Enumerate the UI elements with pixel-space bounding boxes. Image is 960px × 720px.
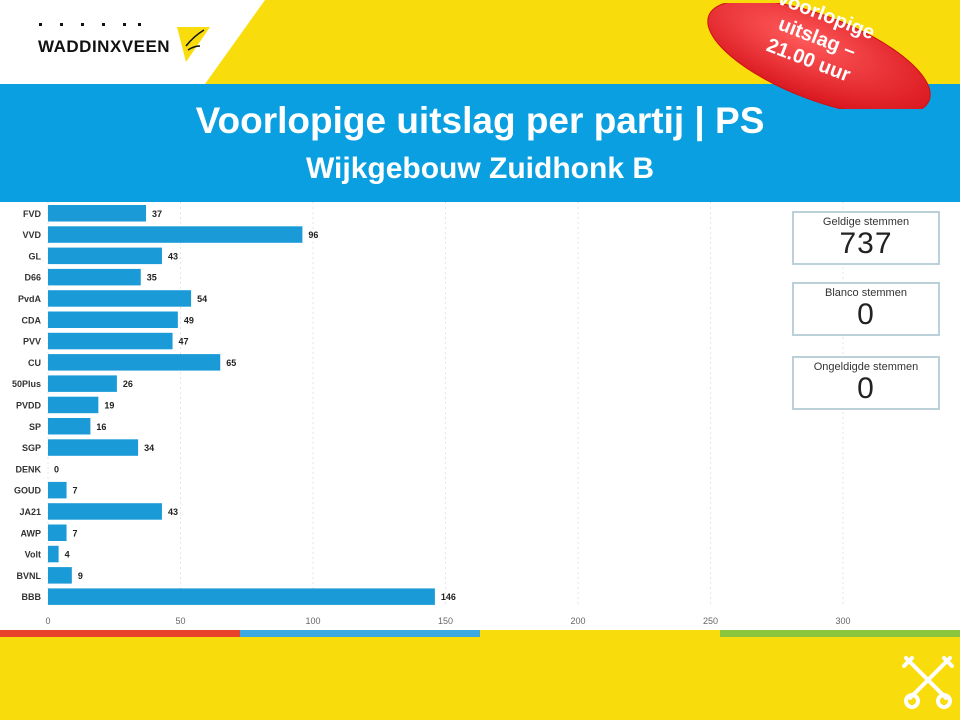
page-title: Voorlopige uitslag per partij | PS — [195, 100, 765, 141]
category-label: D66 — [24, 273, 41, 283]
valid-votes-label: Geldige stemmen — [822, 216, 910, 228]
bar — [48, 418, 91, 435]
party-results-bar-chart: 0 50 100 150 200 250 300 FVD 37 VVD 96 GL 43 D66 35 Pvd… — [12, 202, 851, 626]
bar — [48, 247, 162, 265]
value-label: 96 — [308, 230, 318, 240]
waddinxveen-logo-icon — [39, 23, 210, 62]
bar — [48, 226, 303, 243]
x-tick-label: 0 — [45, 616, 50, 626]
bar — [48, 567, 72, 584]
valid-votes-value: 737 — [839, 227, 893, 260]
bar — [48, 481, 67, 499]
value-label: 43 — [168, 251, 178, 261]
stripe-blue — [240, 630, 480, 637]
preliminary-stamp-badge — [707, 3, 931, 109]
x-tick-label: 100 — [305, 616, 320, 626]
value-label: 43 — [168, 507, 178, 517]
invalid-votes-card: Ongeldigde stemmen 0 — [792, 356, 940, 410]
value-label: 9 — [78, 571, 83, 581]
value-label: 65 — [226, 358, 236, 368]
category-label: PVV — [23, 337, 41, 347]
value-label: 37 — [152, 209, 162, 219]
value-label: 47 — [179, 337, 189, 347]
category-label: GL — [29, 251, 42, 261]
x-tick-label: 50 — [175, 616, 185, 626]
category-label: JA21 — [19, 507, 41, 517]
stripe-yellow — [480, 630, 720, 637]
category-label: 50Plus — [12, 379, 41, 389]
page-subtitle: Wijkgebouw Zuidhonk B — [305, 152, 655, 185]
category-label: BVNL — [17, 571, 42, 581]
blank-votes-value: 0 — [857, 298, 875, 331]
value-label: 19 — [104, 400, 114, 410]
header-band — [0, 84, 960, 202]
bar — [48, 205, 147, 222]
category-label: DENK — [15, 464, 41, 474]
category-label: PvdA — [18, 294, 42, 304]
value-label: 146 — [441, 592, 456, 602]
value-label: 7 — [73, 486, 78, 496]
logo-white-panel — [0, 0, 265, 84]
category-label: GOUD — [14, 486, 42, 496]
bar — [48, 268, 141, 286]
value-label: 26 — [123, 379, 133, 389]
value-label: 16 — [96, 422, 106, 432]
x-tick-label: 250 — [703, 616, 718, 626]
value-label: 7 — [73, 528, 78, 538]
value-label: 35 — [147, 273, 157, 283]
category-label: BBB — [22, 592, 42, 602]
stripe-red — [0, 630, 240, 637]
bar — [48, 503, 162, 520]
value-label: 34 — [144, 443, 154, 453]
value-label: 54 — [197, 294, 207, 304]
x-tick-label: 150 — [438, 616, 453, 626]
blank-votes-label: Blanco stemmen — [825, 287, 907, 299]
category-label: Volt — [25, 550, 41, 560]
x-tick-label: 300 — [835, 616, 850, 626]
bar — [48, 332, 173, 350]
bar — [48, 354, 221, 371]
brand-name: WADDINXVEEN — [38, 37, 171, 56]
bar — [48, 396, 99, 414]
category-label: CU — [28, 358, 41, 368]
value-label: 4 — [65, 550, 70, 560]
valid-votes-card: Geldige stemmen 737 — [792, 211, 940, 265]
invalid-votes-value: 0 — [857, 372, 875, 405]
bar — [48, 545, 59, 563]
category-label: SP — [29, 422, 41, 432]
category-label: CDA — [22, 315, 42, 325]
stripe-green — [720, 630, 960, 637]
value-label: 0 — [54, 464, 59, 474]
bar — [48, 311, 178, 328]
x-tick-label: 200 — [570, 616, 585, 626]
category-label: SGP — [22, 443, 41, 453]
bar — [48, 439, 139, 456]
bar — [48, 588, 435, 605]
bar — [48, 375, 117, 392]
bar — [48, 524, 67, 541]
category-label: VVD — [22, 230, 41, 240]
category-label: FVD — [23, 209, 42, 219]
category-label: PVDD — [16, 400, 42, 410]
category-label: AWP — [20, 528, 41, 538]
bottom-yellow-background — [0, 637, 960, 720]
crossed-keys-emblem-icon — [902, 656, 954, 709]
value-label: 49 — [184, 315, 194, 325]
bar — [48, 290, 192, 307]
invalid-votes-label: Ongeldigde stemmen — [813, 361, 919, 373]
blank-votes-card: Blanco stemmen 0 — [792, 282, 940, 336]
